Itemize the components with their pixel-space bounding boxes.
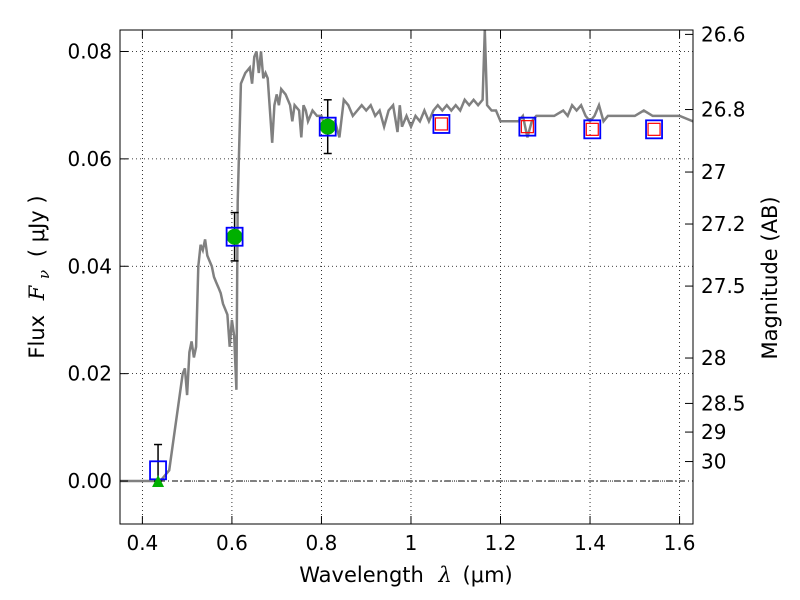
observed-square [645,119,663,140]
x-tick-label: 1.6 [664,531,696,555]
model-band-square [434,117,449,131]
observed-square [583,119,602,140]
model-band-circle [226,228,243,245]
y-tick-label: 0.04 [67,254,112,278]
x-tick-label: 0.4 [126,531,158,555]
observed-square [432,114,451,134]
model-band-markers [226,117,661,245]
y-tick-label: 0.08 [67,39,112,63]
upper-limit-markers [152,475,165,488]
model-band-circle [319,118,336,135]
observed-markers [149,114,663,481]
right-tick-label: 28 [701,346,726,370]
right-ticks: 26.6 26.8 27 27.2 27.5 28 28.5 29 30 [685,22,746,474]
x-tick-label: 1.2 [485,531,517,555]
x-axis-label: Wavelength λ (μm) [299,563,512,587]
x-tick-label: 1.4 [574,531,606,555]
right-tick-label: 27 [701,160,726,184]
y-tick-label: 0.06 [67,147,112,171]
right-axis-label: Magnitude (AB) [758,196,782,359]
x-tick-label: 1 [405,531,418,555]
model-band-square [585,122,599,136]
observed-square [225,226,244,247]
model-spectrum-line [120,30,693,483]
observed-square [518,116,537,137]
error-bars [154,99,332,482]
right-tick-label: 30 [701,450,726,474]
model-band-square [520,120,534,134]
plot-frame [119,29,694,525]
right-tick-label: 26.8 [701,98,746,122]
y-tick-label: 0.02 [67,362,112,386]
right-tick-label: 27.5 [701,274,746,298]
y-tick-label: 0.00 [67,469,112,493]
model-band-square [647,122,661,136]
right-tick-label: 27.2 [701,212,746,236]
upper-limit-triangle [152,475,165,488]
plot-area [120,30,693,488]
y-ticks: 0.00 0.02 0.04 0.06 0.08 [67,39,128,493]
x-tick-label: 0.8 [306,531,338,555]
x-ticks: 0.4 0.6 0.8 1 1.2 1.4 1.6 [126,30,695,555]
right-tick-label: 26.6 [701,22,746,46]
right-tick-label: 29 [701,420,726,444]
observed-square [318,116,337,137]
right-tick-label: 28.5 [701,391,746,415]
grid [120,30,693,524]
y-axis-label: Flux F ν ( μJy ) [25,195,54,358]
x-tick-label: 0.6 [216,531,248,555]
